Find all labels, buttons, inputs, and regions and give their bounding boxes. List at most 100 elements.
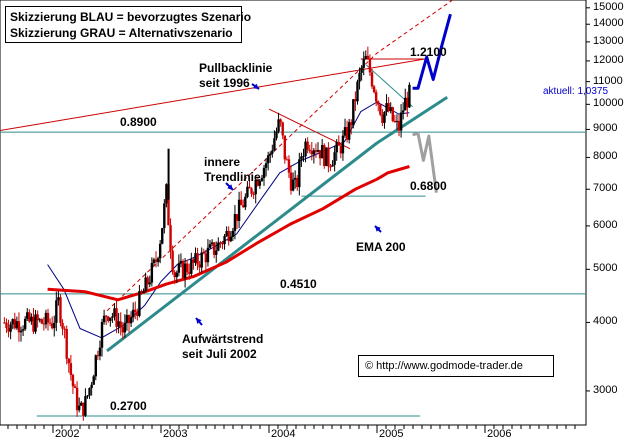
candle-up [275, 131, 278, 139]
candle-down [377, 101, 380, 105]
candle-down [235, 214, 239, 221]
candle-up [360, 67, 363, 73]
candle-up [15, 321, 19, 329]
candle-down [3, 322, 6, 324]
candle-up [53, 322, 56, 329]
candle-up [117, 321, 120, 327]
candle-up [77, 405, 81, 411]
candle-down [219, 242, 222, 244]
candle-up [237, 199, 241, 221]
y-tick-label: 11000 [593, 74, 623, 87]
candle-up [102, 315, 106, 323]
candle-up [125, 315, 129, 323]
candle-up [142, 291, 145, 293]
candle-up [138, 291, 141, 316]
y-tick-label: 5000 [593, 262, 618, 275]
candle-up [352, 99, 355, 126]
x-tick-label: 2005 [379, 428, 404, 440]
candle-up [258, 180, 262, 186]
candle-up [92, 376, 95, 385]
candle-down [63, 328, 66, 330]
candle-down [7, 328, 10, 332]
candle-up [26, 312, 29, 319]
candle-up [177, 263, 181, 273]
candle-up [152, 259, 156, 264]
candle-up [210, 242, 214, 245]
candle-up [34, 314, 37, 332]
level-label: 0.8900 [120, 115, 157, 130]
candle-down [71, 374, 75, 387]
candle-down [354, 99, 357, 102]
candle-up [312, 150, 316, 155]
candle-up [86, 395, 89, 397]
candle-up [190, 259, 193, 274]
candle-up [383, 111, 386, 123]
candle-up [183, 263, 187, 279]
candle-up [262, 167, 266, 179]
candle-down [370, 72, 374, 87]
candle-down [285, 159, 289, 161]
candle-down [387, 103, 390, 112]
candle-up [298, 159, 301, 188]
candle-up [175, 272, 178, 278]
uptrend-annotation: seit Juli 2002 [182, 347, 257, 361]
uptrend-line [106, 96, 449, 353]
candle-down [283, 135, 286, 160]
y-tick-label: 8000 [593, 150, 618, 163]
y-tick-label: 7000 [593, 182, 618, 195]
candle-down [248, 186, 251, 189]
candle-down [17, 321, 21, 333]
uptrend-annotation: Aufwärtstrend [182, 332, 264, 346]
candle-down [227, 230, 230, 242]
current-price-label: aktuell: 1,0375 [543, 85, 609, 97]
candle-up [21, 329, 25, 331]
upper-channel-line [106, 0, 453, 312]
candle-down [406, 97, 409, 108]
candle-up [57, 297, 60, 301]
candle-up [231, 230, 235, 237]
candle-up [150, 263, 154, 283]
candle-up [208, 244, 212, 248]
candle-up [399, 112, 403, 131]
candle-up [395, 120, 399, 122]
candle-up [94, 355, 97, 377]
candle-up [277, 119, 280, 132]
x-tick-label: 2002 [55, 428, 80, 440]
candle-up [44, 312, 48, 325]
ema200-annotation: EMA 200 [356, 240, 406, 254]
candle-up [217, 242, 220, 251]
candle-down [314, 150, 318, 152]
candle-down [368, 58, 372, 73]
candle-up [320, 145, 324, 159]
blue-scenario-path [412, 13, 452, 90]
candle-up [11, 319, 14, 325]
candle-down [239, 199, 243, 206]
candle-up [111, 316, 114, 318]
candle-down [171, 250, 174, 273]
level-label: 0.6800 [410, 179, 447, 194]
candle-down [308, 149, 311, 152]
candle-down [188, 272, 191, 274]
candle-down [50, 323, 54, 329]
candle-down [169, 225, 172, 251]
grey-scenario-path [412, 131, 438, 193]
candle-down [119, 321, 122, 327]
candle-down [134, 309, 137, 313]
candle-up [179, 260, 183, 264]
candle-down [374, 92, 378, 102]
candle-up [113, 308, 116, 317]
candle-down [115, 308, 118, 327]
candle-down [154, 259, 158, 262]
candle-down [104, 315, 108, 317]
ema200-line [47, 165, 410, 302]
candle-up [55, 300, 58, 323]
candle-up [9, 324, 12, 332]
candle-down [391, 107, 394, 122]
candle-up [347, 122, 351, 140]
candle-down [393, 121, 397, 123]
candle-up [343, 127, 347, 136]
y-tick-label: 14000 [593, 17, 624, 30]
candle-up [335, 141, 338, 153]
